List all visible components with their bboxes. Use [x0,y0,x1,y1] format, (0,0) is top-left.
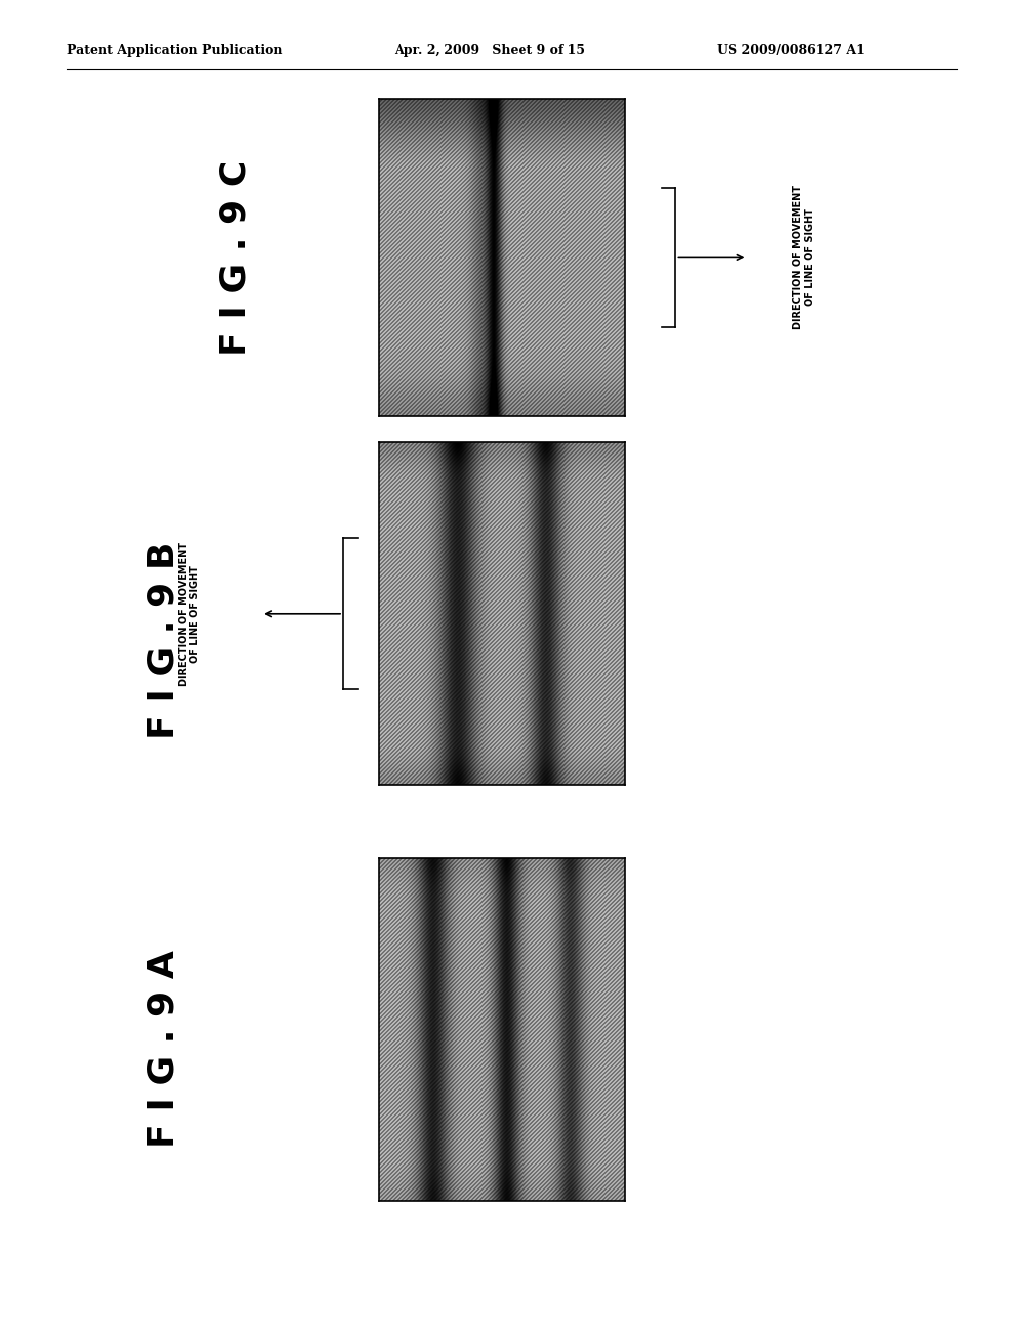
Text: F I G . 9 A: F I G . 9 A [146,950,181,1148]
Text: DIRECTION OF MOVEMENT
OF LINE OF SIGHT: DIRECTION OF MOVEMENT OF LINE OF SIGHT [793,185,815,330]
Text: Patent Application Publication: Patent Application Publication [67,44,282,57]
Text: DIRECTION OF MOVEMENT
OF LINE OF SIGHT: DIRECTION OF MOVEMENT OF LINE OF SIGHT [178,541,201,686]
Text: Apr. 2, 2009   Sheet 9 of 15: Apr. 2, 2009 Sheet 9 of 15 [394,44,586,57]
Text: F I G . 9 B: F I G . 9 B [146,541,181,739]
Text: F I G . 9 C: F I G . 9 C [218,160,253,355]
Text: US 2009/0086127 A1: US 2009/0086127 A1 [717,44,864,57]
